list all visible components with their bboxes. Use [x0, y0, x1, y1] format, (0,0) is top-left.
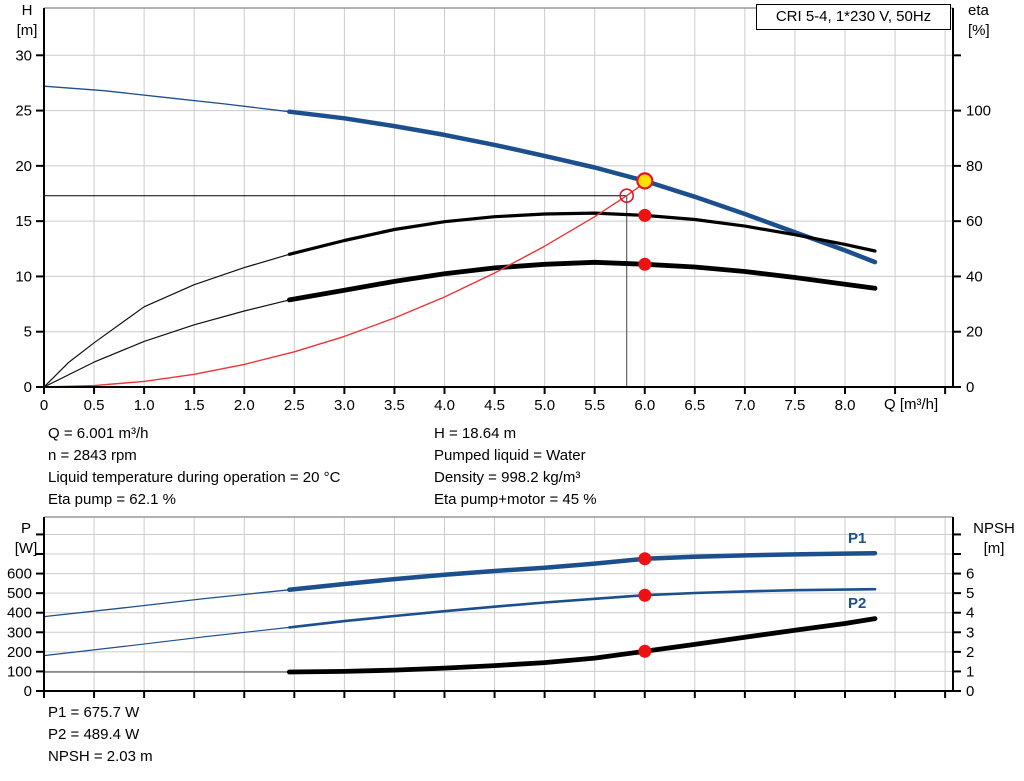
info-line-eta: Eta pump = 62.1 % — [48, 491, 176, 508]
h-axis-title: H — [21, 2, 33, 19]
x-tick-label: 6.0 — [634, 397, 655, 414]
x-tick-label: 3.5 — [384, 397, 405, 414]
series-p1 — [287, 550, 878, 593]
x-tick-label: 5.5 — [584, 397, 605, 414]
p-axis-title: P — [20, 520, 31, 537]
series-eta-pump-extension — [43, 253, 290, 388]
y-tick-label-right: 0 — [966, 683, 974, 700]
y-tick-label-right: 20 — [966, 324, 983, 341]
y-tick-label-right: 60 — [966, 213, 983, 230]
x-tick-label: 4.5 — [484, 397, 505, 414]
eta-pump-point-marker — [638, 208, 652, 222]
x-tick-label: 3.0 — [334, 397, 355, 414]
duty-info-right: H = 18.64 m Pumped liquid = Water Densit… — [434, 423, 597, 511]
y-tick-label-left: 600 — [7, 566, 32, 583]
series-p1-extension — [43, 589, 290, 618]
eta-axis-unit: [%] — [968, 22, 990, 39]
x-tick-label: 2.5 — [284, 397, 305, 414]
y-tick-label-right: 5 — [966, 585, 974, 602]
npsh-axis-unit: [m] — [983, 540, 1005, 557]
x-tick-label: 5.0 — [534, 397, 555, 414]
y-tick-label-left: 400 — [7, 605, 32, 622]
info-line-density: Density = 998.2 kg/m³ — [434, 469, 581, 486]
p-axis-unit: [W] — [14, 540, 38, 557]
info-line-p1: P1 = 675.7 W — [48, 704, 140, 721]
series-eta-pump-motor — [286, 259, 878, 303]
series-npsh — [286, 616, 878, 675]
x-tick-label: 7.0 — [734, 397, 755, 414]
series-qh — [287, 109, 878, 265]
series-p2 — [288, 587, 877, 629]
series-eta-pump — [287, 211, 877, 256]
duty-info-left: Q = 6.001 m³/h n = 2843 rpm Liquid tempe… — [48, 423, 340, 511]
eta-axis-title: eta — [968, 2, 989, 19]
npsh-axis-title: NPSH — [973, 520, 1015, 537]
y-tick-label-right: 40 — [966, 268, 983, 285]
q-axis-label: Q [m³/h] — [884, 396, 939, 413]
info-line-h: H = 18.64 m — [434, 425, 517, 442]
y-tick-label-left: 15 — [15, 213, 32, 230]
h-axis-unit: [m] — [16, 22, 38, 39]
x-tick-label: 1.5 — [184, 397, 205, 414]
info-line-p2: P2 = 489.4 W — [48, 726, 140, 743]
y-tick-label-right: 4 — [966, 605, 974, 622]
npsh-point-marker — [638, 644, 652, 658]
y-tick-label-right: 100 — [966, 103, 991, 120]
operating-point-marker — [636, 172, 654, 190]
x-tick-label: 8.0 — [835, 397, 856, 414]
pump-type-box: CRI 5-4, 1*230 V, 50Hz — [756, 4, 951, 30]
eta-pump-motor-point-marker — [638, 257, 652, 271]
y-tick-label-right: 1 — [966, 663, 974, 680]
y-tick-label-right: 2 — [966, 644, 974, 661]
p1-point-marker — [638, 552, 652, 566]
requested-duty-point-marker — [619, 188, 635, 204]
y-tick-label-left: 0 — [24, 683, 32, 700]
info-line-n: n = 2843 rpm — [48, 447, 137, 464]
x-tick-label: 4.0 — [434, 397, 455, 414]
x-tick-label: 2.0 — [234, 397, 255, 414]
x-tick-label: 6.5 — [684, 397, 705, 414]
info-line-npsh: NPSH = 2.03 m — [48, 748, 153, 765]
y-tick-label-right: 0 — [966, 379, 974, 396]
p2-curve-label: P2 — [848, 595, 867, 612]
y-tick-label-left: 200 — [7, 644, 32, 661]
y-tick-label-left: 25 — [15, 103, 32, 120]
info-line-q: Q = 6.001 m³/h — [48, 425, 149, 442]
x-tick-label: 7.5 — [785, 397, 806, 414]
y-tick-label-left: 300 — [7, 624, 32, 641]
info-line-liquid: Pumped liquid = Water — [434, 447, 586, 464]
info-line-temp: Liquid temperature during operation = 20… — [48, 469, 341, 486]
y-tick-label-left: 0 — [24, 379, 32, 396]
y-tick-label-left: 100 — [7, 663, 32, 680]
y-tick-label-right: 80 — [966, 158, 983, 175]
p2-point-marker — [638, 588, 652, 602]
x-tick-label: 0 — [40, 397, 48, 414]
y-tick-label-left: 5 — [24, 324, 32, 341]
y-tick-label-right: 6 — [966, 566, 974, 583]
y-tick-label-right: 3 — [966, 624, 974, 641]
x-tick-label: 1.0 — [134, 397, 155, 414]
series-qh-extension — [43, 85, 290, 113]
p1-curve-label: P1 — [848, 530, 867, 547]
series-system-curve — [43, 180, 648, 388]
power-info-block: P1 = 675.7 W P2 = 489.4 W NPSH = 2.03 m — [48, 702, 153, 768]
y-tick-label-left: 500 — [7, 585, 32, 602]
info-line-etamotor: Eta pump+motor = 45 % — [434, 491, 597, 508]
y-tick-label-left: 20 — [15, 158, 32, 175]
series-eta-pump-motor-extension — [43, 299, 290, 388]
x-tick-label: 0.5 — [84, 397, 105, 414]
y-tick-label-left: 30 — [15, 47, 32, 64]
series-p2-extension — [43, 626, 290, 657]
y-tick-label-left: 10 — [15, 268, 32, 285]
